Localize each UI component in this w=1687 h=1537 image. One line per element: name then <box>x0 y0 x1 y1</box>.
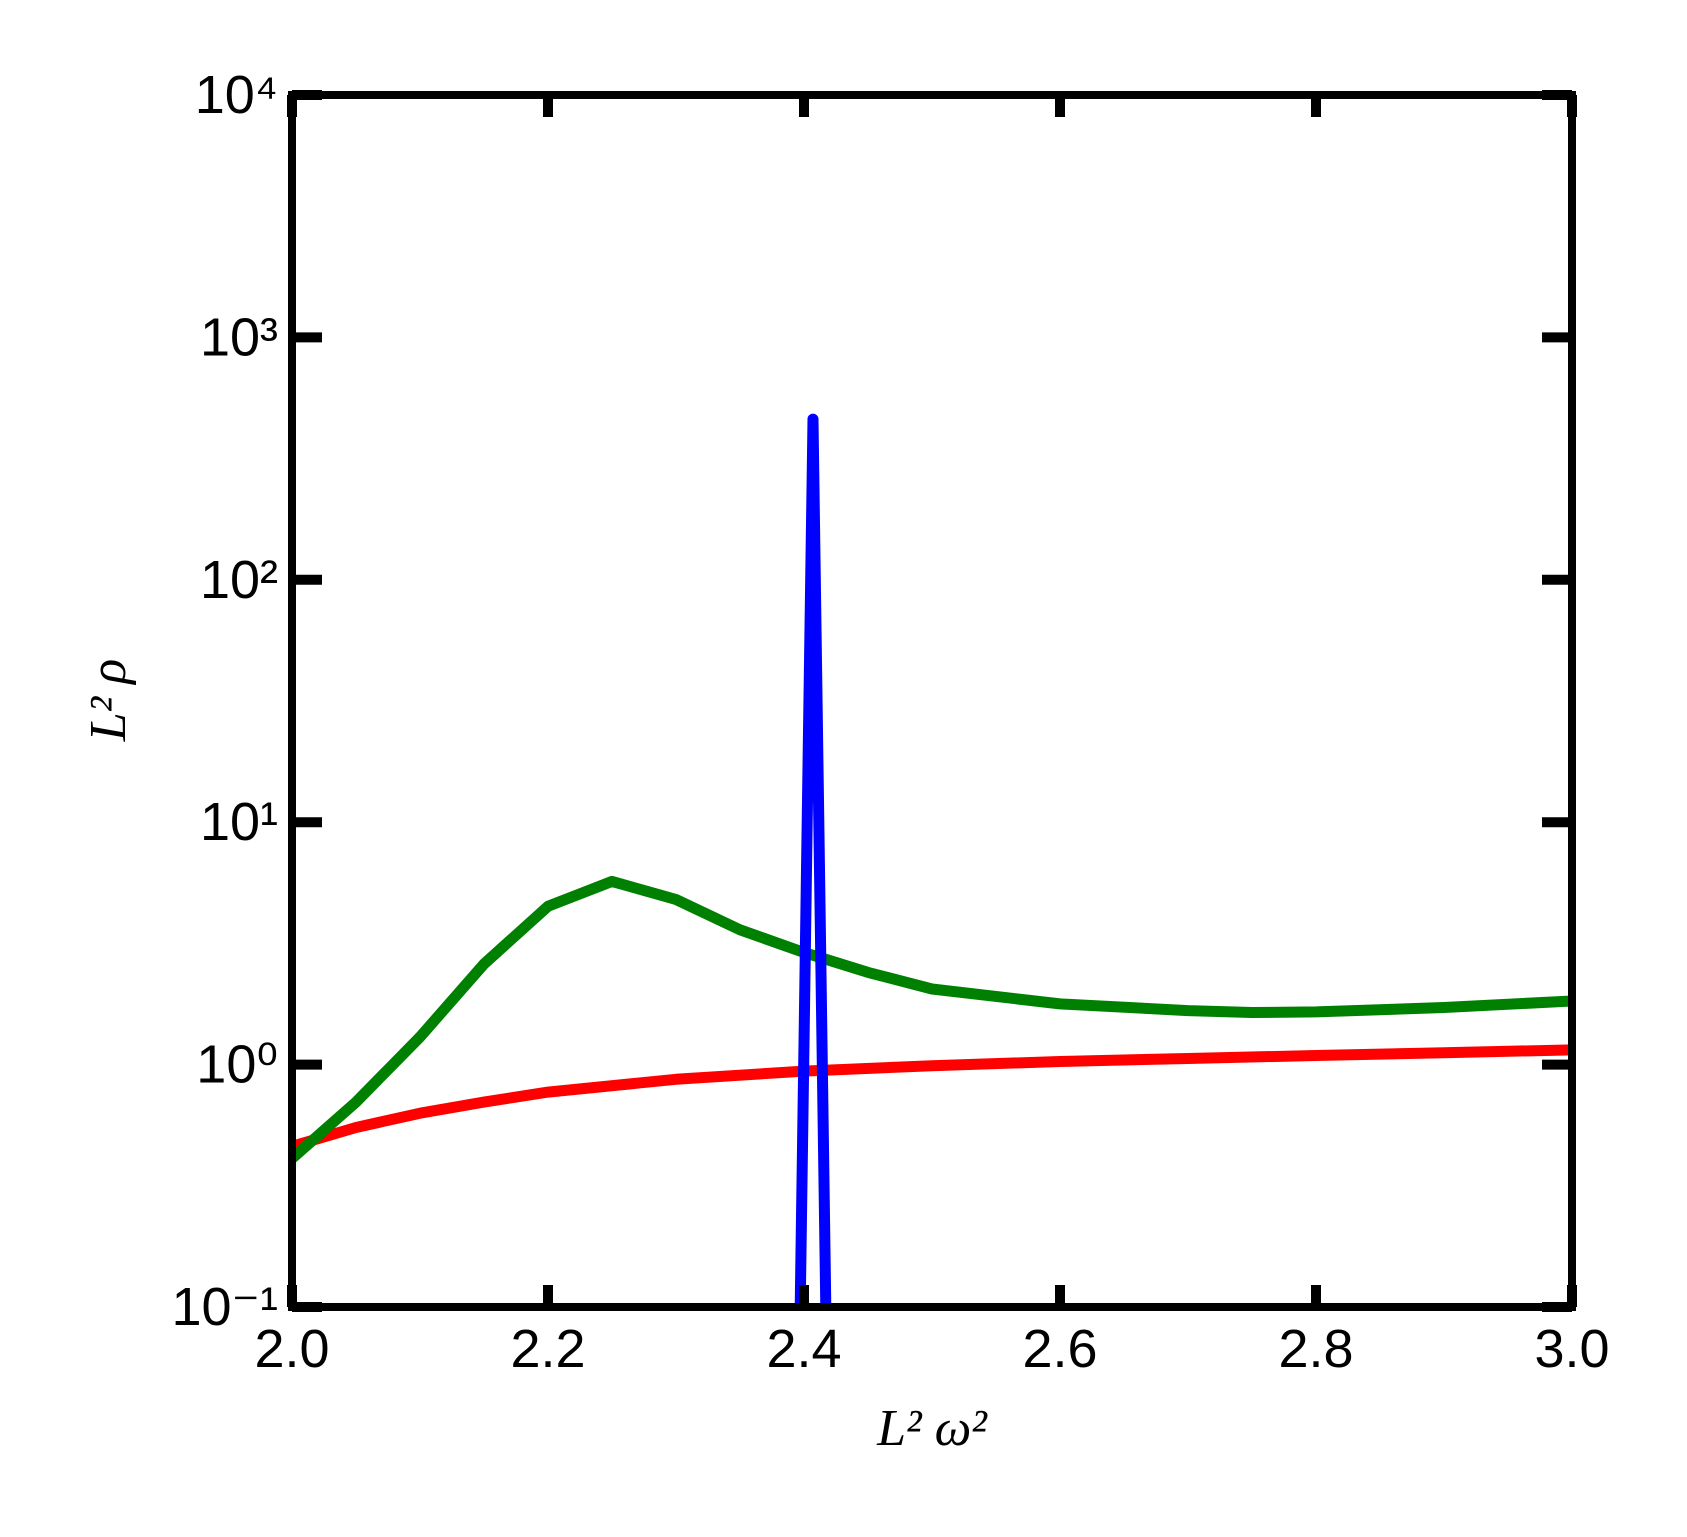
y-tick-label: 10⁰ <box>196 1035 278 1095</box>
y-axis-label: L² ρ <box>80 659 137 742</box>
x-tick-label: 2.4 <box>766 1319 841 1379</box>
x-tick-label: 2.8 <box>1278 1319 1353 1379</box>
series-line <box>794 413 832 1307</box>
y-tick-label: 10¹ <box>200 792 278 852</box>
x-tick-label: 2.0 <box>254 1319 329 1379</box>
x-tick-label: 2.2 <box>510 1319 585 1379</box>
y-tick-label: 10² <box>200 550 278 610</box>
y-tick-label: 10⁻¹ <box>171 1277 278 1337</box>
y-tick-label: 10³ <box>200 307 278 367</box>
x-axis-label: L² ω² <box>876 1400 988 1457</box>
x-tick-label: 3.0 <box>1534 1319 1609 1379</box>
series-line <box>292 1044 1572 1152</box>
series-line <box>292 875 1572 1164</box>
y-tick-label: 10⁴ <box>195 65 278 125</box>
plot-area <box>292 413 1572 1307</box>
x-tick-label: 2.6 <box>1022 1319 1097 1379</box>
frame <box>288 91 1576 1311</box>
